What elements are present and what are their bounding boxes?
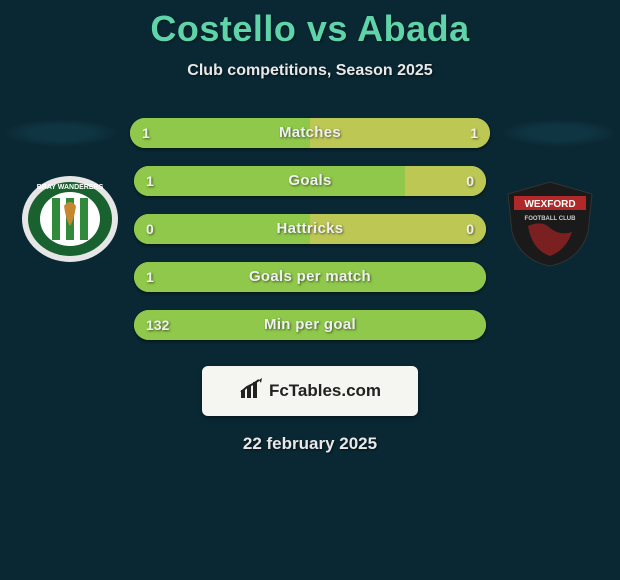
stat-row-min-per-goal: 132 Min per goal xyxy=(0,310,620,340)
svg-text:FOOTBALL CLUB: FOOTBALL CLUB xyxy=(525,216,577,222)
stat-label: Matches xyxy=(130,118,490,148)
page-title: Costello vs Abada xyxy=(0,0,620,50)
team-badge-right: WEXFORD FOOTBALL CLUB xyxy=(500,178,600,268)
stat-label: Goals per match xyxy=(134,262,486,292)
team-badge-left: BRAY WANDERERS xyxy=(20,174,120,264)
stat-bar: 132 Min per goal xyxy=(134,310,486,340)
svg-text:WEXFORD: WEXFORD xyxy=(524,199,575,210)
brand-box[interactable]: FcTables.com xyxy=(202,366,418,416)
stat-label: Goals xyxy=(134,166,486,196)
brand-text: FcTables.com xyxy=(269,381,381,401)
date-text: 22 february 2025 xyxy=(0,434,620,454)
page-subtitle: Club competitions, Season 2025 xyxy=(0,62,620,80)
stat-bar: 1 Goals per match xyxy=(134,262,486,292)
stat-bar: 1 Matches 1 xyxy=(130,118,490,148)
stat-label: Min per goal xyxy=(134,310,486,340)
svg-text:BRAY WANDERERS: BRAY WANDERERS xyxy=(37,184,104,191)
chart-icon xyxy=(239,378,263,405)
stat-label: Hattricks xyxy=(134,214,486,244)
stat-value-right: 0 xyxy=(466,166,474,196)
stat-bar: 0 Hattricks 0 xyxy=(134,214,486,244)
stat-value-right: 0 xyxy=(466,214,474,244)
stat-row-matches: 1 Matches 1 xyxy=(0,118,620,148)
stat-bar: 1 Goals 0 xyxy=(134,166,486,196)
player-shadow-left xyxy=(6,120,116,146)
stat-value-right: 1 xyxy=(470,118,478,148)
player-shadow-right xyxy=(504,120,614,146)
